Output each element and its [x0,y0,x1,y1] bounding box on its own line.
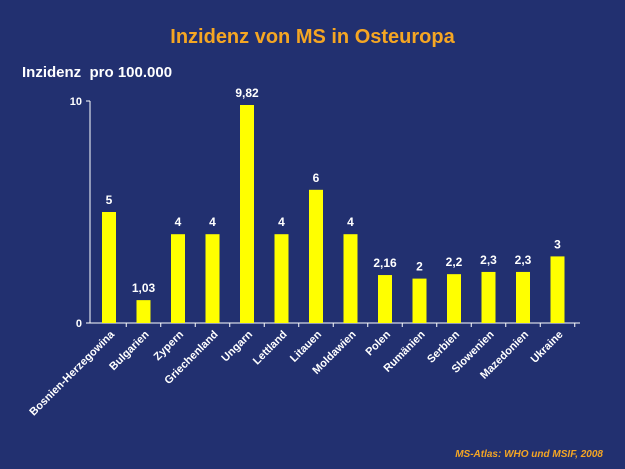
data-label: 2,16 [373,256,397,270]
source-note: MS-Atlas: WHO und MSIF, 2008 [455,449,603,460]
y-tick-label: 0 [76,318,82,330]
chart-title: Inzidenz von MS in Osteuropa [170,26,455,48]
data-label: 4 [175,215,182,229]
x-tick-label: Lettland [251,329,290,368]
bar [205,234,220,323]
y-tick-label: 10 [70,96,82,108]
data-label: 2,2 [446,255,463,269]
data-label: 3 [554,237,561,251]
bar [171,234,185,323]
data-label: 2,3 [515,253,532,267]
bar [378,275,392,323]
data-label: 4 [209,215,216,229]
data-label: 2,3 [480,253,497,267]
bar [412,278,427,323]
x-tick-label: Ukraine [529,329,566,366]
bar [447,274,461,323]
bar [309,189,323,323]
y-axis-label: Inzidenz pro 100.000 [22,64,173,81]
x-tick-label: Polen [363,328,393,358]
x-tick-label: Bosnien-Herzegowina [27,328,117,418]
bar [343,234,358,323]
x-tick-label: Zypern [152,328,187,363]
bar [274,234,289,323]
bar [481,271,496,323]
data-label: 1,03 [132,281,156,295]
bar [240,104,254,323]
data-label: 9,82 [235,86,259,100]
data-label: 4 [347,215,354,229]
bar [136,300,151,323]
bar [516,271,530,323]
data-label: 6 [313,171,320,185]
data-label: 2 [416,260,423,274]
bar [102,212,116,323]
data-label: 4 [278,215,285,229]
data-label: 5 [106,193,113,207]
bar [550,256,565,323]
